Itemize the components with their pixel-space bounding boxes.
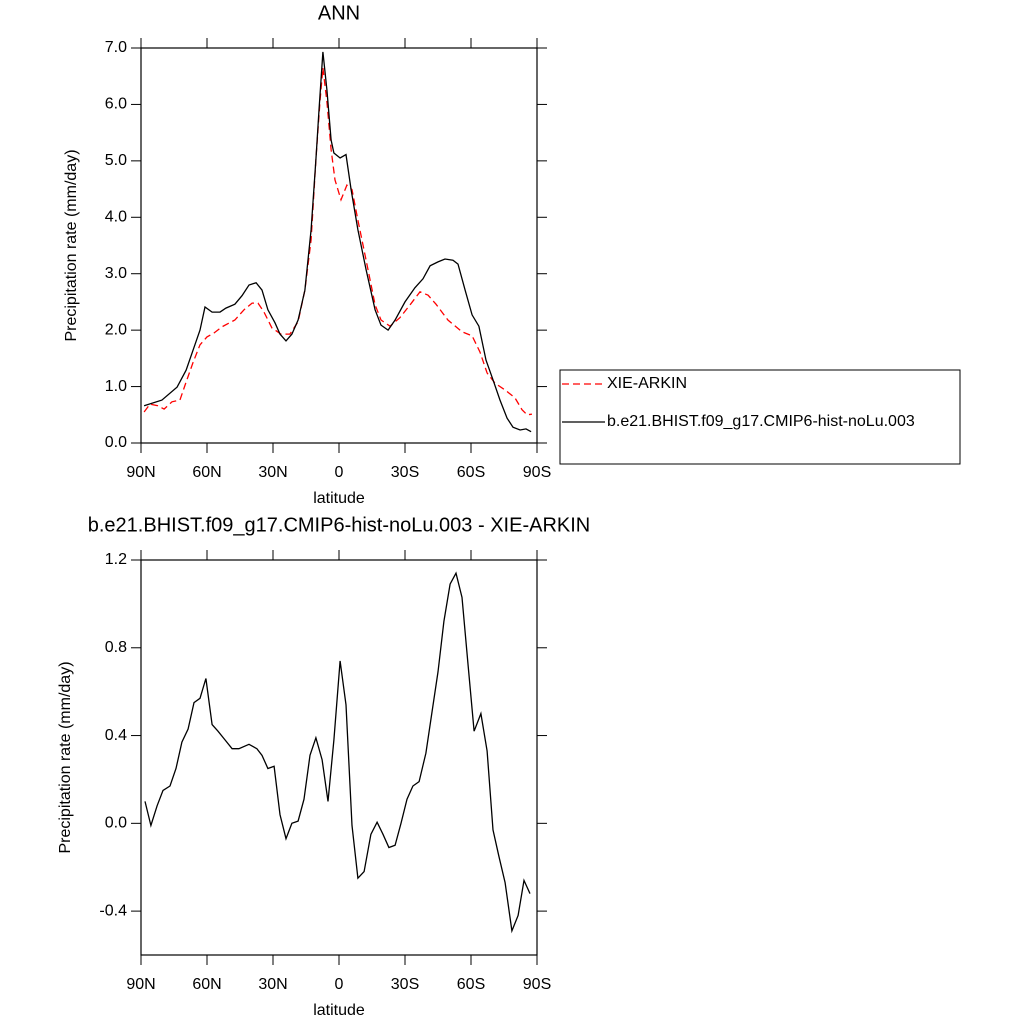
y-axis-label: Precipitation rate (mm/day) — [57, 661, 74, 853]
plot-frame — [140, 559, 538, 956]
y-tick-label: 1.0 — [105, 378, 127, 395]
x-tick-label: 60N — [192, 464, 221, 481]
x-tick-label: 90N — [126, 976, 155, 993]
x-tick-label: 60S — [457, 464, 485, 481]
x-axis-label: latitude — [313, 1002, 365, 1019]
plot-frame — [140, 47, 538, 444]
y-tick-label: -0.4 — [99, 902, 127, 919]
x-tick-label: 30S — [391, 464, 419, 481]
x-tick-label: 60S — [457, 976, 485, 993]
legend-box — [559, 369, 961, 465]
data-line — [143, 51, 532, 433]
x-tick-label: 60N — [192, 976, 221, 993]
y-tick-label: 0.4 — [105, 727, 127, 744]
x-tick-label: 90N — [126, 464, 155, 481]
y-axis-label: Precipitation rate (mm/day) — [63, 149, 80, 341]
y-tick-label: 0.8 — [105, 639, 127, 656]
x-tick-label: 30S — [391, 976, 419, 993]
x-tick-label: 90S — [523, 976, 551, 993]
x-tick-label: 0 — [335, 976, 344, 993]
y-tick-label: 0.0 — [105, 815, 127, 832]
y-tick-label: 3.0 — [105, 265, 127, 282]
data-line — [144, 571, 531, 934]
y-tick-label: 4.0 — [105, 209, 127, 226]
y-tick-label: 7.0 — [105, 39, 127, 56]
data-line — [143, 67, 532, 416]
x-tick-label: 90S — [523, 464, 551, 481]
chart-title: b.e21.BHIST.f09_g17.CMIP6-hist-noLu.003 … — [88, 514, 590, 536]
y-tick-label: 5.0 — [105, 152, 127, 169]
x-axis-label: latitude — [313, 490, 365, 507]
x-tick-label: 30N — [258, 976, 287, 993]
x-tick-label: 0 — [335, 464, 344, 481]
y-tick-label: 2.0 — [105, 321, 127, 338]
y-tick-label: 1.2 — [105, 551, 127, 568]
legend-label: XIE-ARKIN — [607, 375, 687, 392]
x-tick-label: 30N — [258, 464, 287, 481]
y-tick-label: 6.0 — [105, 96, 127, 113]
y-tick-label: 0.0 — [105, 434, 127, 451]
chart-title: ANN — [318, 2, 360, 24]
legend-label: b.e21.BHIST.f09_g17.CMIP6-hist-noLu.003 — [607, 413, 915, 430]
